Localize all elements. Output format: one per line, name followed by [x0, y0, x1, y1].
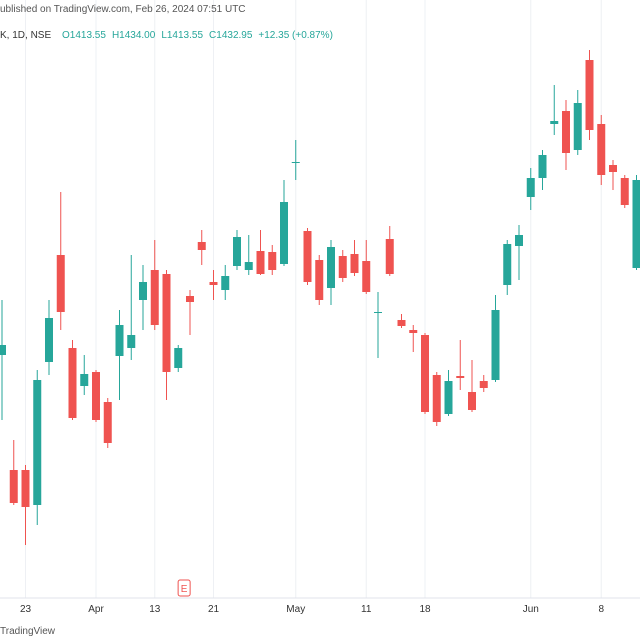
candle-body	[562, 111, 570, 153]
x-tick-label: Apr	[88, 604, 104, 615]
candle-body	[444, 381, 453, 414]
candle-body	[197, 242, 206, 250]
candle-body	[385, 239, 394, 274]
candle-body	[68, 348, 77, 418]
candle-body	[515, 235, 523, 246]
candle-body	[280, 202, 288, 264]
candle-body	[526, 178, 535, 197]
candle-body	[103, 402, 112, 443]
candle-body	[456, 376, 465, 378]
ohlc-value: C1432.95	[209, 30, 253, 41]
candle-body	[92, 372, 100, 420]
ohlc-value: O1413.55	[62, 30, 106, 41]
candle-body	[291, 162, 300, 163]
candle-body	[538, 155, 547, 178]
candle-body	[338, 256, 347, 278]
candle-body	[585, 60, 594, 130]
candle-body	[468, 392, 476, 410]
candle-body	[597, 124, 606, 175]
candle-body	[33, 380, 42, 505]
x-tick-label: 8	[598, 604, 604, 615]
candle-body	[80, 374, 89, 386]
candle-body	[21, 470, 30, 507]
candle-body	[268, 252, 277, 270]
x-tick-label: Jun	[523, 604, 539, 615]
candle-body	[550, 121, 559, 124]
x-tick-label: 11	[361, 604, 372, 615]
candle-body	[127, 335, 136, 348]
candle-body	[573, 103, 582, 150]
candle-body	[209, 282, 218, 285]
x-tick-label: 23	[20, 604, 32, 615]
candle-body	[9, 470, 18, 503]
footer: TradingView	[0, 626, 56, 637]
candle-body	[479, 381, 488, 388]
candle-body	[233, 237, 241, 266]
x-tick-label: 21	[208, 604, 220, 615]
candle-body	[362, 261, 371, 292]
x-tick-label: May	[286, 604, 305, 615]
candle-body	[409, 330, 418, 333]
candle-body	[45, 318, 53, 362]
candle-body	[56, 255, 65, 312]
candle-body	[374, 312, 382, 313]
candle-body	[139, 282, 147, 300]
candle-body	[221, 276, 230, 290]
event-marker-box	[177, 579, 191, 597]
candle-body	[0, 345, 6, 355]
event-marker: E	[181, 584, 188, 595]
ohlc-value: L1413.55	[161, 30, 203, 41]
candle-body	[315, 260, 324, 300]
candle-body	[620, 178, 629, 205]
candle-body	[491, 310, 500, 380]
symbol: K, 1D, NSE	[0, 30, 51, 41]
candle-body	[256, 251, 265, 274]
x-tick-label: 18	[419, 604, 431, 615]
candle-body	[115, 325, 124, 356]
candle-body	[503, 244, 512, 285]
candle-body	[174, 348, 183, 368]
ohlc-value: +12.35 (+0.87%)	[258, 30, 333, 41]
ohlc-value: H1434.00	[112, 30, 156, 41]
candle-body	[150, 270, 159, 325]
candle-body	[609, 165, 617, 172]
candle-body	[162, 274, 171, 372]
candle-body	[186, 296, 194, 302]
candle-body	[632, 180, 640, 268]
candle-body	[303, 231, 312, 282]
candle-body	[397, 320, 406, 326]
candle-body	[432, 375, 441, 422]
candle-body	[421, 335, 429, 412]
x-tick-label: 13	[149, 604, 161, 615]
candle-body	[244, 262, 253, 270]
publish-note: ublished on TradingView.com, Feb 26, 202…	[0, 4, 246, 15]
candle-body	[350, 254, 359, 273]
candle-body	[327, 247, 335, 288]
